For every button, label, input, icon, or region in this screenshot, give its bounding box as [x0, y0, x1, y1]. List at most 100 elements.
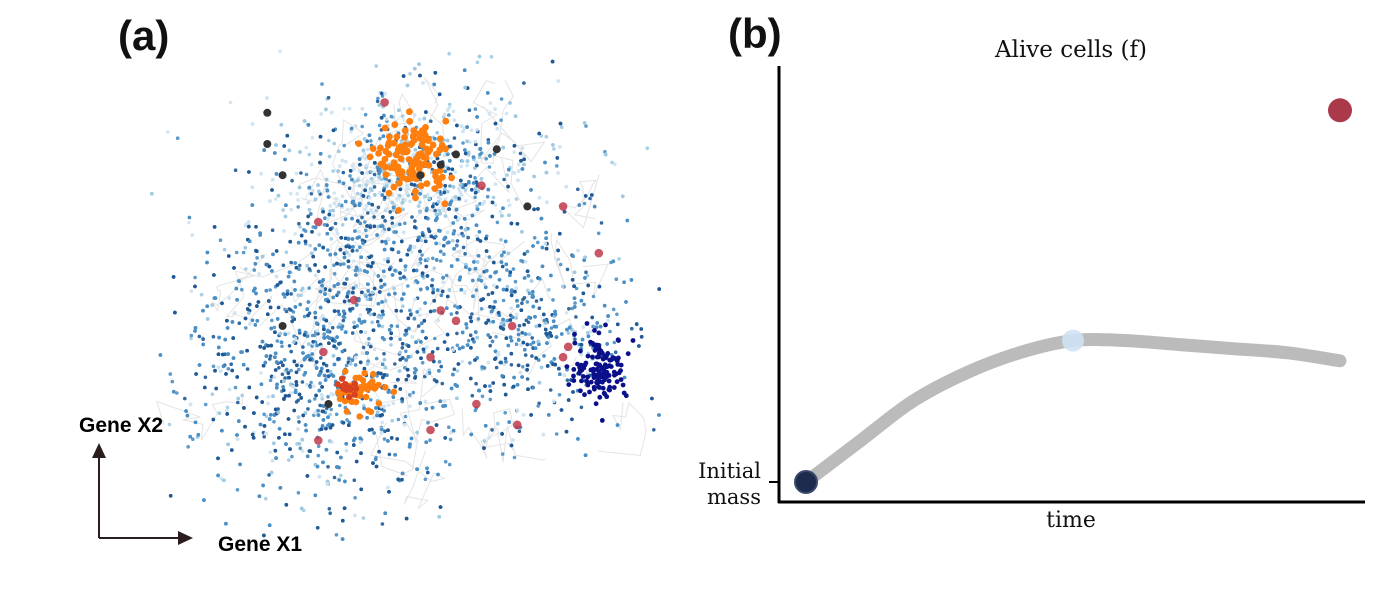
scatter-point [477, 230, 482, 234]
scatter-point [406, 355, 411, 359]
scatter-point [359, 487, 364, 492]
scatter-point [522, 157, 526, 162]
scatter-point [475, 128, 479, 132]
scatter-point [245, 348, 249, 353]
scatter-point [351, 245, 355, 249]
scatter-point [316, 413, 321, 417]
scatter-point [637, 344, 641, 348]
scatter-point [344, 250, 349, 255]
scatter-point [226, 367, 231, 371]
scatter-point [498, 325, 503, 330]
scatter-point [416, 324, 421, 328]
scatter-point [526, 387, 530, 392]
scatter-point [217, 335, 221, 340]
scatter-point [584, 270, 588, 275]
scatter-point [493, 349, 498, 354]
scatter-point [375, 413, 379, 418]
scatter-point [150, 191, 154, 196]
scatter-point [486, 138, 491, 142]
scatter-point [345, 277, 349, 281]
scatter-point [317, 388, 322, 393]
scatter-point [418, 257, 423, 261]
scatter-point [347, 356, 351, 361]
scatter-point [214, 386, 218, 391]
scatter-point [537, 306, 542, 311]
scatter-point [321, 418, 326, 422]
scatter-point [294, 265, 299, 270]
scatter-point [455, 331, 459, 336]
scatter-point [383, 429, 387, 434]
scatter-point [595, 321, 599, 325]
scatter-point [516, 338, 521, 342]
scatter-point [328, 412, 332, 417]
scatter-point [525, 363, 530, 368]
scatter-point [488, 343, 493, 348]
scatter-point [520, 375, 524, 379]
trajectory-line [156, 393, 244, 441]
scatter-point [266, 312, 270, 317]
scatter-point [314, 321, 319, 326]
scatter-point [369, 169, 374, 174]
scatter-point [506, 251, 511, 256]
scatter-point [336, 282, 340, 286]
scatter-point [387, 227, 391, 232]
scatter-point [472, 340, 476, 344]
scatter-point [309, 162, 314, 167]
scatter-point [297, 185, 302, 190]
scatter-point [359, 255, 364, 259]
scatter-point [329, 372, 334, 377]
scatter-point [327, 341, 331, 346]
scatter-point [499, 260, 504, 264]
scatter-point [434, 379, 439, 384]
scatter-point [471, 294, 475, 299]
scatter-point [270, 177, 275, 182]
scatter-point [443, 184, 448, 188]
scatter-point [371, 328, 376, 333]
scatter-point [418, 210, 423, 214]
scatter-point [220, 301, 224, 306]
scatter-point [394, 197, 399, 201]
scatter-point [380, 309, 385, 314]
scatter-point [203, 402, 208, 407]
scatter-point [460, 330, 465, 335]
scatter-point [259, 171, 264, 176]
trajectory-line [448, 250, 490, 293]
scatter-point [414, 268, 419, 273]
scatter-point [426, 470, 430, 475]
scatter-point [317, 189, 321, 194]
scatter-point [397, 193, 402, 198]
scatter-point [603, 150, 607, 154]
scatter-point [505, 268, 509, 272]
scatter-point [452, 118, 457, 122]
scatter-point [521, 340, 526, 345]
scatter-point [477, 388, 482, 393]
scatter-point [379, 177, 384, 182]
scatter-point [266, 395, 271, 399]
scatter-point [268, 305, 273, 310]
scatter-point [468, 140, 472, 144]
scatter-point [474, 180, 479, 184]
scatter-point [411, 153, 416, 157]
scatter-point [325, 188, 330, 193]
scatter-point [489, 55, 494, 59]
scatter-point [342, 506, 347, 511]
scatter-point [271, 394, 275, 399]
scatter-point [431, 290, 435, 295]
scatter-point [433, 208, 437, 213]
scatter-point [386, 403, 391, 407]
scatter-point [372, 312, 377, 317]
scatter-point [376, 301, 381, 306]
scatter-point [443, 197, 448, 201]
scatter-point [335, 450, 340, 455]
scatter-point [433, 336, 437, 341]
scatter-point [244, 326, 248, 330]
scatter-point [202, 498, 206, 502]
scatter-point [213, 368, 217, 373]
scatter-point [276, 193, 281, 198]
scatter-point [445, 189, 450, 194]
trajectory-line [339, 154, 417, 228]
scatter-point [475, 163, 479, 168]
scatter-point [531, 340, 536, 345]
scatter-point [443, 187, 447, 192]
